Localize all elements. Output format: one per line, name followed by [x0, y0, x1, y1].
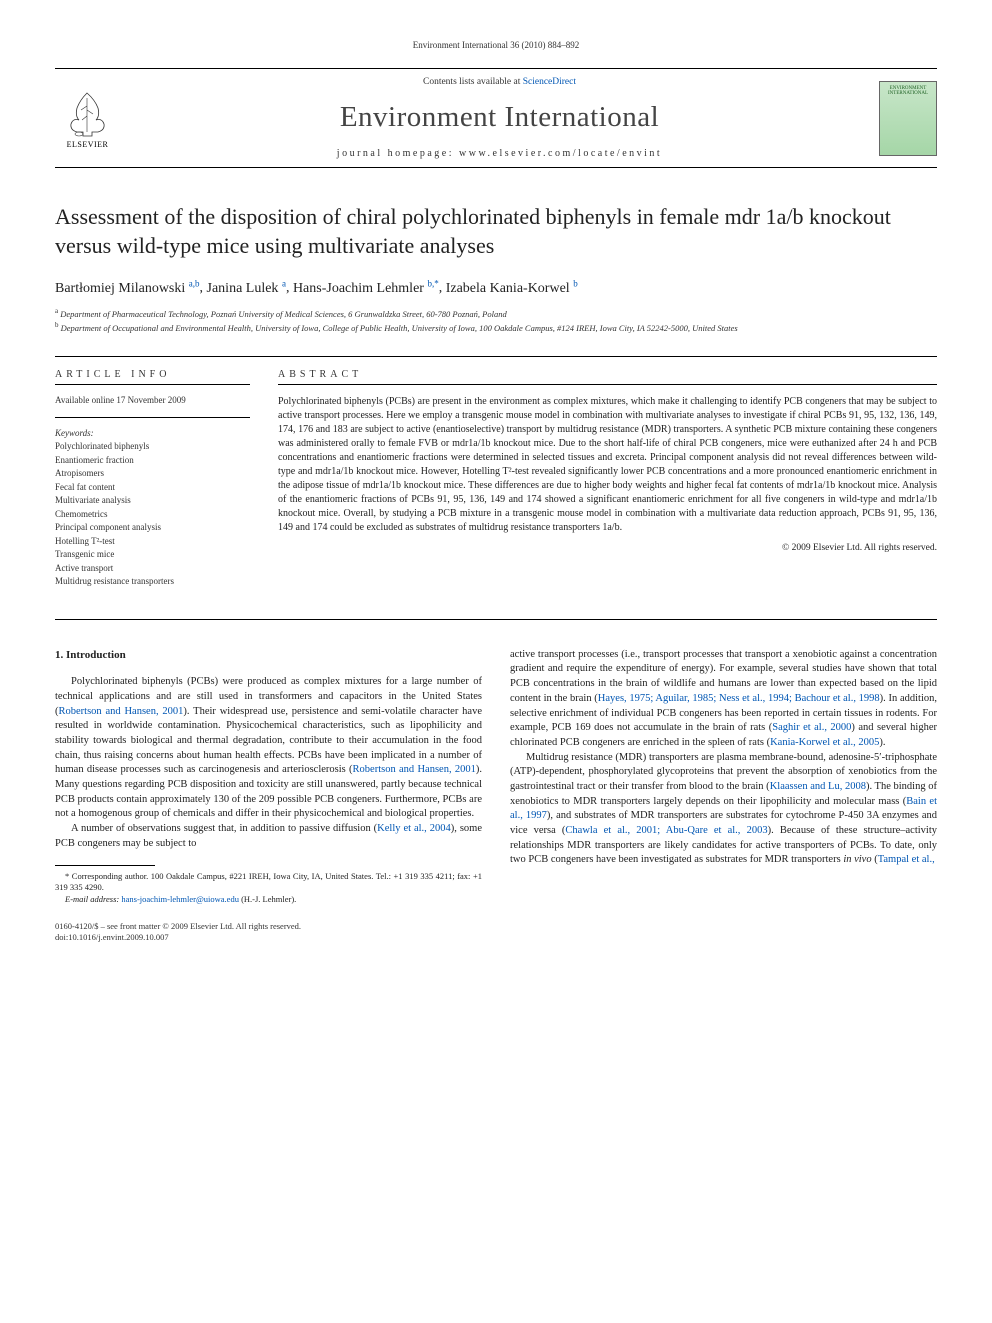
author: Bartłomiej Milanowski a,b	[55, 281, 200, 296]
section-heading: 1. Introduction	[55, 648, 482, 663]
citation-link[interactable]: Chawla et al., 2001; Abu-Qare et al., 20…	[565, 825, 767, 836]
abstract-copyright: © 2009 Elsevier Ltd. All rights reserved…	[278, 543, 937, 553]
info-abstract-row: ARTICLE INFO Available online 17 Novembe…	[55, 369, 937, 589]
available-online: Available online 17 November 2009	[55, 395, 250, 405]
corresponding-footnote: * Corresponding author. 100 Oakdale Camp…	[55, 871, 482, 893]
citation-link[interactable]: Robertson and Hansen, 2001	[59, 706, 184, 717]
keyword: Multivariate analysis	[55, 494, 250, 508]
sciencedirect-link[interactable]: ScienceDirect	[523, 77, 576, 87]
journal-cover-thumb: ENVIRONMENT INTERNATIONAL	[879, 81, 937, 156]
abstract-column: ABSTRACT Polychlorinated biphenyls (PCBs…	[278, 369, 937, 589]
citation-link[interactable]: Saghir et al., 2000	[772, 722, 851, 733]
publisher-name: ELSEVIER	[67, 140, 109, 149]
article-info-column: ARTICLE INFO Available online 17 Novembe…	[55, 369, 250, 589]
body-column-left: 1. Introduction Polychlorinated biphenyl…	[55, 648, 482, 943]
keyword: Atropisomers	[55, 467, 250, 481]
keywords-label: Keywords:	[55, 428, 250, 438]
keyword: Fecal fat content	[55, 481, 250, 495]
doi-line: doi:10.1016/j.envint.2009.10.007	[55, 932, 482, 943]
masthead: ELSEVIER Contents lists available at Sci…	[55, 68, 937, 168]
citation-link[interactable]: Kania-Korwel et al., 2005	[770, 737, 879, 748]
divider	[55, 356, 937, 357]
keyword: Hotelling T²-test	[55, 535, 250, 549]
citation-link[interactable]: Robertson and Hansen, 2001	[353, 764, 476, 775]
body-column-right: active transport processes (i.e., transp…	[510, 648, 937, 943]
front-matter-line: 0160-4120/$ – see front matter © 2009 El…	[55, 921, 482, 932]
homepage-line: journal homepage: www.elsevier.com/locat…	[120, 148, 879, 159]
article-title: Assessment of the disposition of chiral …	[55, 203, 937, 260]
citation-link[interactable]: Klaassen and Lu, 2008	[770, 781, 866, 792]
email-footnote: E-mail address: hans-joachim-lehmler@uio…	[55, 894, 482, 905]
affiliation: b Department of Occupational and Environ…	[55, 321, 937, 335]
article-info-label: ARTICLE INFO	[55, 369, 250, 380]
citation-link[interactable]: Hayes, 1975; Aguilar, 1985; Ness et al.,…	[598, 693, 880, 704]
keyword: Principal component analysis	[55, 521, 250, 535]
elsevier-tree-icon	[65, 88, 110, 138]
author: Janina Lulek a	[207, 281, 286, 296]
keyword: Chemometrics	[55, 508, 250, 522]
keyword: Active transport	[55, 562, 250, 576]
corresponding-star-icon: *	[434, 278, 439, 288]
author: Izabela Kania-Korwel b	[446, 281, 578, 296]
abstract-text: Polychlorinated biphenyls (PCBs) are pre…	[278, 395, 937, 535]
keyword: Enantiomeric fraction	[55, 454, 250, 468]
author: Hans-Joachim Lehmler b,*	[293, 281, 439, 296]
email-link[interactable]: hans-joachim-lehmler@uiowa.edu	[121, 894, 239, 904]
footer-block: 0160-4120/$ – see front matter © 2009 El…	[55, 921, 482, 943]
publisher-logo: ELSEVIER	[55, 83, 120, 153]
journal-reference: Environment International 36 (2010) 884–…	[55, 40, 937, 50]
footnote-rule	[55, 865, 155, 866]
paragraph: Polychlorinated biphenyls (PCBs) were pr…	[55, 675, 482, 822]
affiliation: a Department of Pharmaceutical Technolog…	[55, 307, 937, 321]
citation-link[interactable]: Kelly et al., 2004	[377, 823, 451, 834]
abstract-label: ABSTRACT	[278, 369, 937, 380]
keyword: Multidrug resistance transporters	[55, 575, 250, 589]
journal-name: Environment International	[120, 101, 879, 134]
keyword: Transgenic mice	[55, 548, 250, 562]
keyword: Polychlorinated biphenyls	[55, 440, 250, 454]
author-list: Bartłomiej Milanowski a,b, Janina Lulek …	[55, 278, 937, 297]
contents-line: Contents lists available at ScienceDirec…	[120, 77, 879, 87]
paragraph: active transport processes (i.e., transp…	[510, 648, 937, 751]
paragraph: A number of observations suggest that, i…	[55, 822, 482, 851]
section-rule	[278, 384, 937, 385]
masthead-center: Contents lists available at ScienceDirec…	[120, 77, 879, 159]
section-rule	[55, 417, 250, 418]
paragraph: Multidrug resistance (MDR) transporters …	[510, 751, 937, 869]
body-columns: 1. Introduction Polychlorinated biphenyl…	[55, 648, 937, 943]
citation-link[interactable]: Tampal et al.,	[878, 854, 935, 865]
contents-prefix: Contents lists available at	[423, 77, 523, 87]
cover-text: ENVIRONMENT INTERNATIONAL	[880, 86, 936, 97]
section-rule	[55, 384, 250, 385]
affiliations: a Department of Pharmaceutical Technolog…	[55, 307, 937, 334]
divider	[55, 619, 937, 620]
